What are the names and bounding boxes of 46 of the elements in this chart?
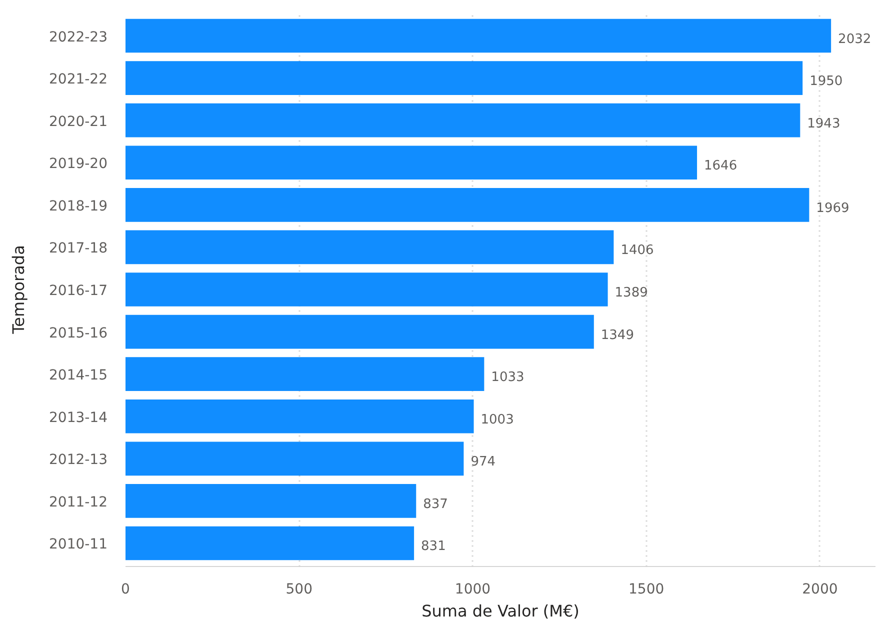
y-tick-label: 2021-22 — [49, 72, 108, 88]
y-tick-label: 2015-16 — [49, 325, 108, 342]
data-label: 1033 — [491, 370, 524, 386]
bar — [126, 18, 832, 53]
data-label: 1389 — [614, 286, 648, 300]
data-label: 1406 — [620, 243, 654, 258]
x-tick-label: 0 — [121, 582, 130, 598]
y-tick-label: 2014-15 — [49, 368, 108, 384]
data-label: 974 — [470, 454, 496, 470]
bar — [126, 188, 810, 222]
y-tick-label: 2016-17 — [49, 283, 108, 299]
x-axis-title: Suma de Valor (M€) — [422, 602, 580, 620]
data-label: 1003 — [480, 412, 514, 428]
data-label: 831 — [421, 539, 446, 554]
bar — [126, 442, 464, 476]
data-label: 2032 — [838, 32, 872, 47]
y-tick-label: 2012-13 — [49, 452, 108, 468]
x-tick-label: 1000 — [454, 582, 491, 598]
bar — [126, 314, 594, 349]
x-tick-label: 2000 — [802, 582, 838, 598]
bar — [126, 357, 484, 391]
data-label: 1943 — [807, 116, 840, 132]
y-tick-label: 2018-19 — [49, 198, 108, 214]
bar — [126, 399, 474, 434]
bar — [126, 484, 416, 518]
bar — [126, 272, 608, 306]
x-tick-label: 500 — [286, 582, 312, 598]
bar — [126, 230, 614, 264]
y-tick-label: 2020-21 — [49, 114, 108, 130]
y-tick-label: 2017-18 — [49, 240, 108, 257]
data-label: 837 — [423, 496, 448, 512]
y-tick-label: 2011-12 — [49, 494, 108, 510]
data-label: 1950 — [810, 74, 843, 90]
x-tick-label: 1500 — [628, 582, 664, 598]
bar — [126, 61, 803, 95]
y-tick-label: 2013-14 — [49, 410, 108, 426]
bar — [126, 103, 800, 138]
y-axis-title: Temporada — [9, 245, 28, 335]
y-tick-label: 2010-11 — [49, 536, 108, 553]
data-label: 1349 — [600, 328, 634, 343]
bar — [126, 526, 414, 560]
data-label: 1646 — [704, 158, 738, 174]
bar — [126, 146, 698, 180]
y-tick-label: 2019-20 — [49, 156, 108, 172]
data-label: 1969 — [816, 200, 850, 216]
y-tick-label: 2022-23 — [49, 29, 108, 46]
